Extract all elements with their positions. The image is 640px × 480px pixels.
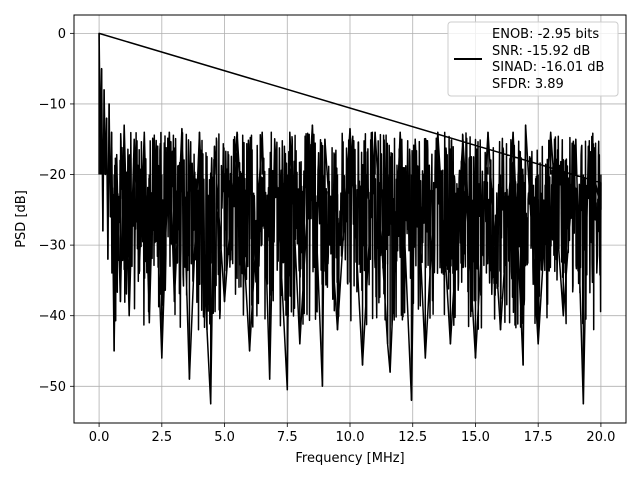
x-axis: 0.0 2.5 5.0 7.5 10.0 12.5 15.0 17.5 20.0 — [89, 423, 615, 445]
x-tick-label: 12.5 — [398, 430, 427, 445]
y-tick-label: 0 — [58, 27, 66, 42]
psd-series-line — [98, 32, 602, 405]
legend-line-snr: SNR: -15.92 dB — [492, 44, 590, 59]
x-tick-label: 17.5 — [524, 430, 553, 445]
legend-box — [447, 21, 619, 97]
series-layer — [98, 32, 602, 405]
y-axis-label: PSD [dB] — [14, 190, 29, 248]
legend: ENOB: -2.95 bits SNR: -15.92 dB SINAD: -… — [447, 21, 619, 97]
legend-line-sinad: SINAD: -16.01 dB — [492, 60, 604, 75]
y-axis: 0 −10 −20 −30 −40 −50 — [39, 27, 74, 395]
x-tick-label: 15.0 — [461, 430, 490, 445]
legend-line-sfdr: SFDR: 3.89 — [492, 77, 564, 92]
x-axis-label: Frequency [MHz] — [295, 451, 404, 466]
x-tick-label: 0.0 — [89, 430, 110, 445]
y-tick-label: −50 — [39, 380, 66, 395]
y-tick-label: −30 — [39, 239, 66, 254]
x-tick-label: 20.0 — [586, 430, 615, 445]
x-tick-label: 2.5 — [151, 430, 172, 445]
x-tick-label: 5.0 — [214, 430, 235, 445]
y-tick-label: −20 — [39, 168, 66, 183]
x-tick-label: 7.5 — [277, 430, 298, 445]
legend-line-enob: ENOB: -2.95 bits — [492, 27, 599, 42]
x-tick-label: 10.0 — [336, 430, 365, 445]
y-tick-label: −10 — [39, 97, 66, 112]
y-tick-label: −40 — [39, 309, 66, 324]
